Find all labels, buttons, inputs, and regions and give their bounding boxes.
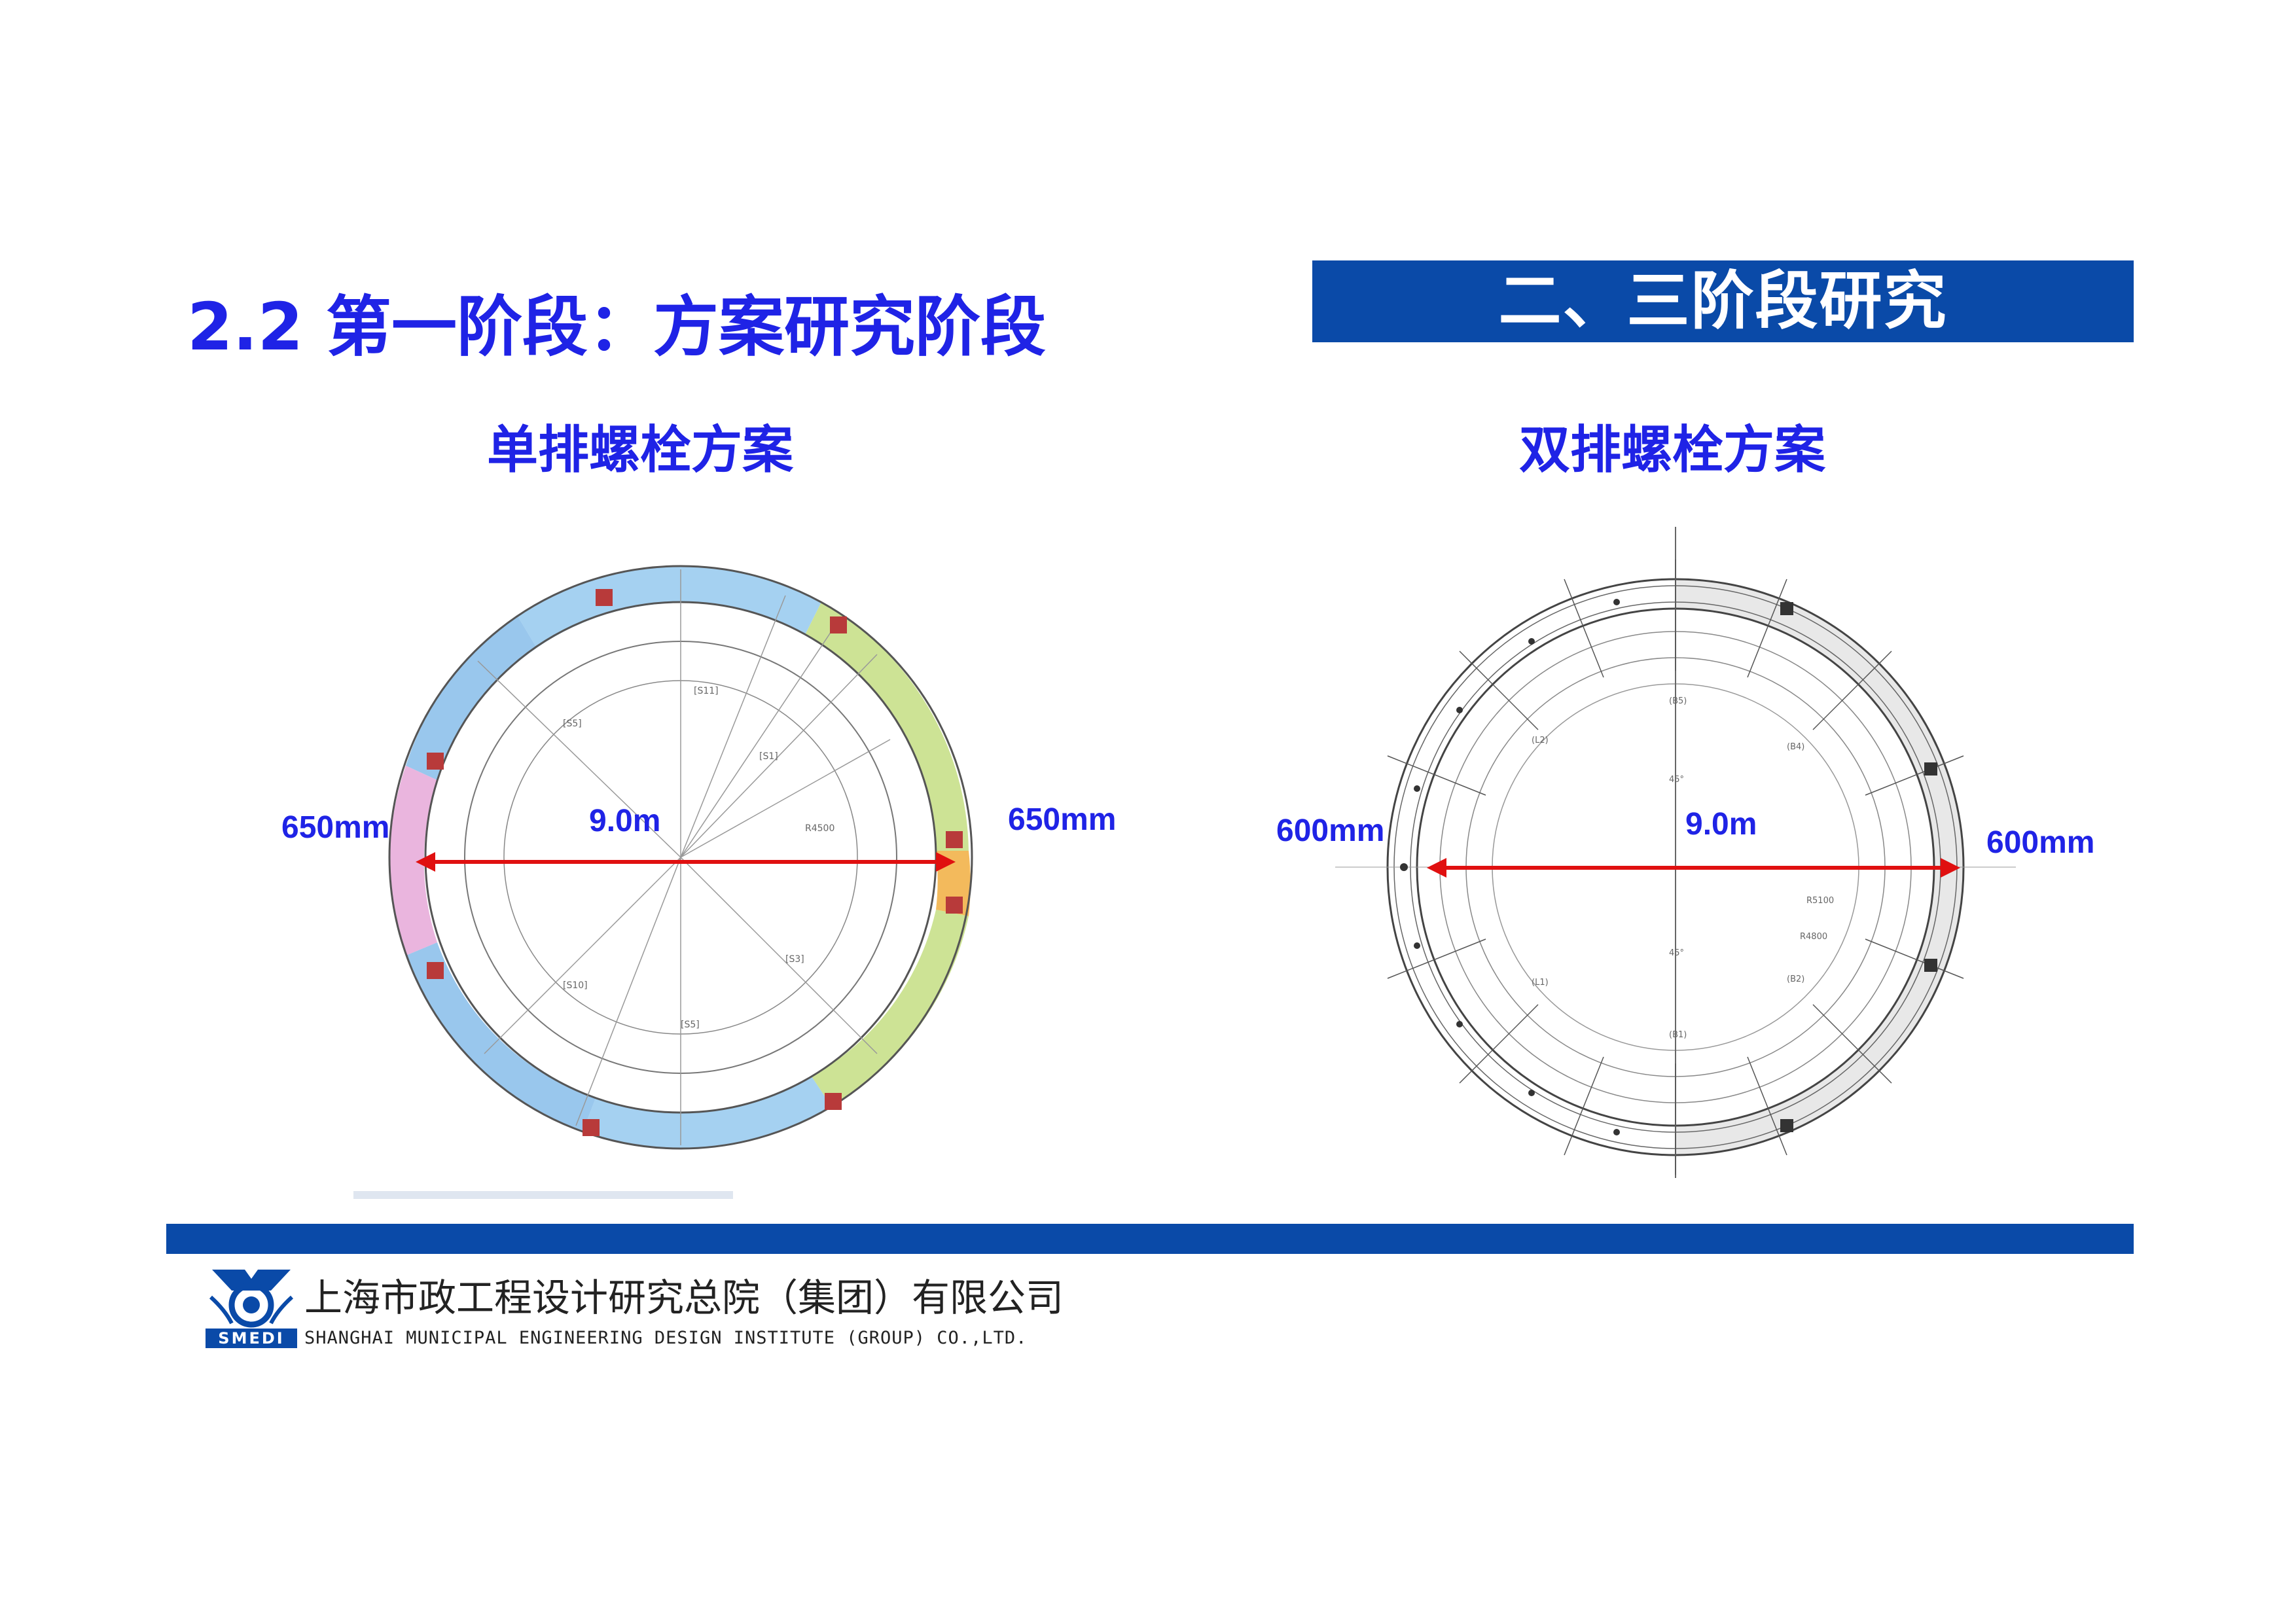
section-title: 二、三阶段研究	[1498, 264, 1948, 338]
svg-text:[S1]: [S1]	[759, 751, 778, 762]
svg-text:(B4): (B4)	[1787, 742, 1804, 752]
company-name-cn: 上海市政工程设计研究总院（集团）有限公司	[304, 1275, 1064, 1320]
svg-text:[S3]: [S3]	[785, 954, 804, 965]
logo-text: SMEDI	[206, 1329, 297, 1348]
svg-text:(B1): (B1)	[1669, 1030, 1687, 1040]
svg-text:45°: 45°	[1669, 948, 1684, 958]
svg-text:R4800: R4800	[1800, 932, 1827, 942]
svg-text:(B2): (B2)	[1787, 974, 1804, 984]
svg-text:[S10]: [S10]	[563, 980, 588, 991]
svg-text:(B5): (B5)	[1669, 696, 1687, 706]
company-name-en: SHANGHAI MUNICIPAL ENGINEERING DESIGN IN…	[304, 1328, 1028, 1348]
slide-title: 2.2 第一阶段：方案研究阶段	[187, 289, 1046, 365]
right-thickness-left-label: 600mm	[1276, 813, 1385, 848]
svg-text:45°: 45°	[1669, 775, 1684, 785]
svg-text:[S11]: [S11]	[694, 686, 719, 696]
right-thickness-right-label: 600mm	[1986, 825, 2095, 860]
svg-text:R4500: R4500	[805, 823, 834, 834]
svg-text:R5100: R5100	[1806, 896, 1834, 906]
svg-text:[S5]: [S5]	[563, 719, 582, 729]
section-header-bar	[1312, 260, 2134, 342]
left-thickness-right-label: 650mm	[1008, 802, 1117, 837]
left-thickness-left-label: 650mm	[281, 810, 390, 845]
double-row-bolt-drawing: (B5) (B4) (L2) (L1) (B1) (B2) R5100 R480…	[1335, 527, 2016, 1178]
smedi-logo-icon	[206, 1264, 297, 1329]
footer-bar	[166, 1224, 2134, 1254]
svg-text:[S5]: [S5]	[681, 1020, 700, 1030]
single-row-bolt-subtitle: 单排螺栓方案	[486, 421, 793, 480]
right-diameter-label: 9.0m	[1685, 807, 1757, 842]
double-row-bolt-subtitle: 双排螺栓方案	[1518, 421, 1825, 480]
svg-text:(L1): (L1)	[1532, 978, 1549, 988]
svg-text:(L2): (L2)	[1532, 736, 1549, 745]
left-diameter-label: 9.0m	[589, 804, 661, 838]
single-row-bolt-drawing: [S11] [S5] [S1] [S10] [S3] [S5] R4500	[353, 565, 973, 1199]
